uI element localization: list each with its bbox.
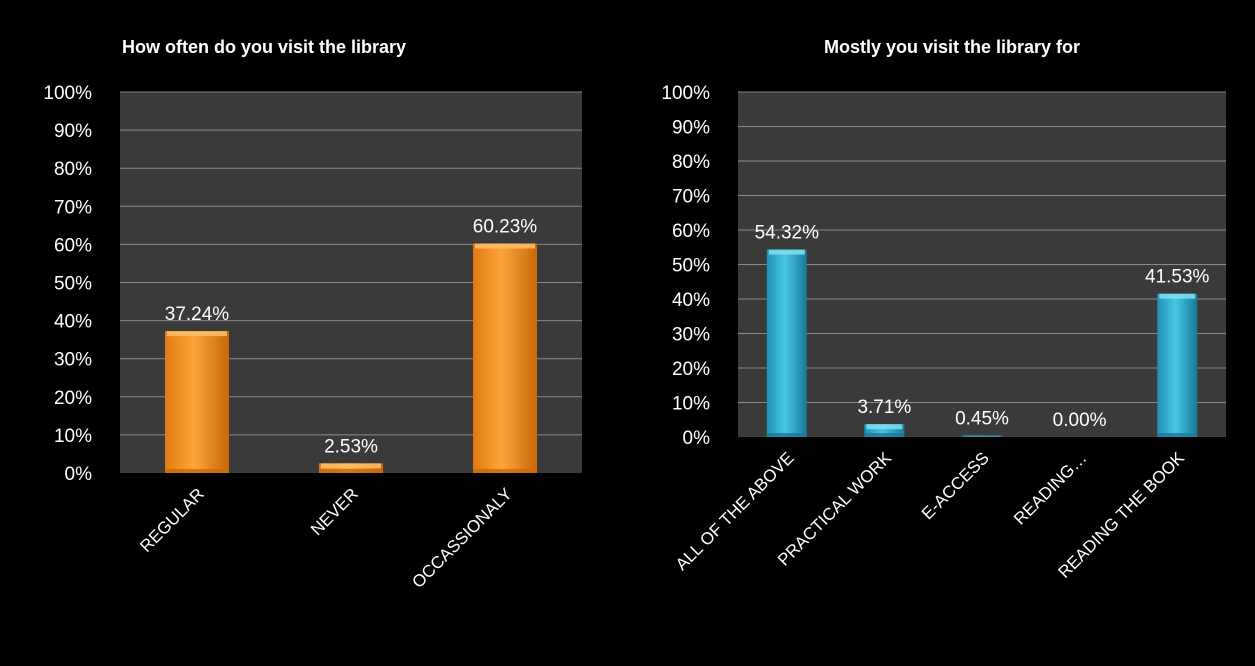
bar-highlight [1159,293,1196,299]
y-tick-label: 0% [683,428,711,449]
x-tick-label: NEVER [307,484,362,539]
x-tick-label: OCCASSIONALY [408,484,515,591]
y-tick-label: 0% [65,464,93,485]
chart-plot: 0%10%20%30%40%50%60%70%80%90%100%54.32%A… [661,83,1226,582]
x-tick-label: E-ACCESS [918,448,993,523]
y-tick-label: 100% [43,83,92,104]
data-label: 2.53% [324,436,378,457]
y-tick-label: 50% [672,256,710,277]
chart-visit-frequency: How often do you visit the library 0% 10%… [43,37,582,592]
y-tick-label: 100% [661,83,710,104]
bar [766,249,807,437]
y-tick-label: 70% [54,197,92,218]
data-label: 54.32% [755,223,820,244]
y-tick-label: 30% [672,325,710,346]
bar-highlight [475,243,535,249]
bar-base [766,433,807,437]
bar [473,243,537,473]
y-tick-label: 10% [672,394,710,415]
y-tick-label: 60% [672,221,710,242]
y-tick-label: 10% [54,426,92,447]
x-tick-label: REGULAR [136,484,208,556]
y-tick-label: 90% [672,118,710,139]
data-label: 41.53% [1145,267,1210,288]
y-tick-label: 30% [54,350,92,371]
bar-base [473,469,537,473]
data-label: 60.23% [473,217,538,238]
y-tick-label: 60% [54,235,92,256]
chart-plot: 0% 10% 20% 30% 40% 50% 60% 70% 80% 90% 100% 37.24% R… [43,83,582,592]
bar-highlight [167,331,227,337]
data-label: 37.24% [165,304,230,325]
bar-base [165,469,229,473]
y-tick-label: 20% [672,359,710,380]
y-tick-label: 70% [672,187,710,208]
bar-highlight [866,424,903,430]
bar-highlight [321,463,381,469]
y-tick-label: 50% [54,274,92,295]
y-tick-label: 20% [54,388,92,409]
bar [165,331,229,473]
y-tick-label: 80% [672,152,710,173]
y-tick-label: 90% [54,121,92,142]
y-tick-label: 40% [54,312,92,333]
chart-title: How often do you visit the library [122,37,406,57]
bar-base [319,469,383,473]
data-label: 0.00% [1053,410,1107,431]
x-tick-label: READING… [1010,448,1090,528]
bar [1157,293,1198,437]
bar-base [864,433,905,437]
bar-highlight [768,249,805,255]
chart-visit-purpose: Mostly you visit the library for 0% 10% 20… [661,37,1226,582]
bar-base [962,435,1002,437]
y-tick-label: 80% [54,159,92,180]
data-label: 3.71% [857,397,911,418]
chart-title: Mostly you visit the library for [824,37,1080,57]
data-label: 0.45% [955,408,1009,429]
bar-base [1157,433,1198,437]
y-tick-label: 40% [672,290,710,311]
